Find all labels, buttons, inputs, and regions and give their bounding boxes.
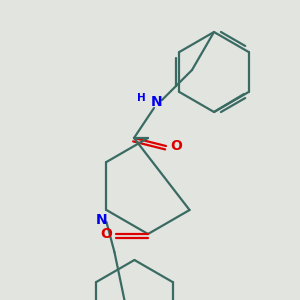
Text: N: N bbox=[151, 95, 163, 109]
Text: O: O bbox=[170, 139, 182, 153]
Text: H: H bbox=[137, 93, 146, 103]
Text: O: O bbox=[100, 227, 112, 241]
Text: N: N bbox=[96, 213, 107, 227]
